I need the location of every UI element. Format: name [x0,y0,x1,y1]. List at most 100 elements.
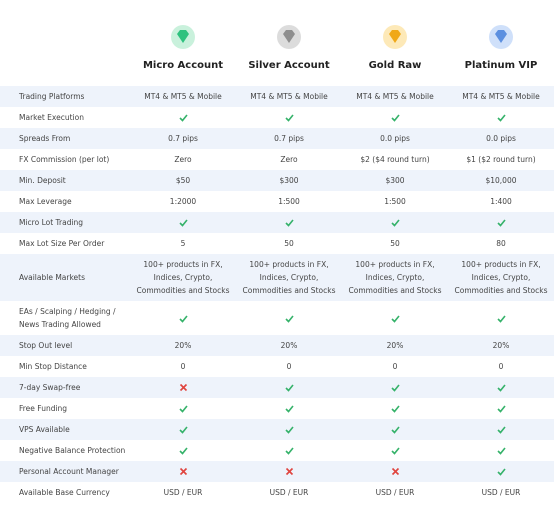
cell-text: 100+ products in FX, Indices, Crypto, Co… [136,260,230,295]
cell-text: MT4 & MT5 & Mobile [356,92,434,101]
check-icon [496,219,506,227]
header-column: Platinum VIP [448,0,554,86]
table-row: Spreads From 0.7 pips 0.7 pips 0.0 pips 0.0 … [0,128,554,149]
check-icon [390,219,400,227]
table-cell: MT4 & MT5 & Mobile [448,86,554,107]
row-label: Max Leverage [0,191,130,212]
table-cell [130,398,236,419]
table-cell [342,377,448,398]
table-row: Max Leverage 1:2000 1:500 1:500 1:400 [0,191,554,212]
table-cell: Zero [236,149,342,170]
cell-text: 0 [286,362,292,371]
table-cell: USD / EUR [236,482,342,503]
table-cell [236,301,342,335]
table-cell: Zero [130,149,236,170]
table-cell: 0.7 pips [130,128,236,149]
table-row: Personal Account Manager [0,461,554,482]
cell-text: $2 ($4 round turn) [360,155,430,164]
cell-text: 50 [284,239,294,248]
check-icon [496,405,506,413]
account-icon [171,25,195,49]
cell-text: Micro Lot Trading [19,218,84,227]
table-cell: MT4 & MT5 & Mobile [236,86,342,107]
check-icon [284,447,294,455]
cell-text: MT4 & MT5 & Mobile [462,92,540,101]
cross-icon [179,467,187,476]
account-icon [383,25,407,49]
cell-text: 0.7 pips [168,134,198,143]
cross-icon [391,467,399,476]
table-row: Min Stop Distance 0 0 0 0 [0,356,554,377]
account-icon [489,25,513,49]
cross-icon [179,383,187,392]
check-icon [496,468,506,476]
cell-text: Stop Out level [19,341,73,350]
row-label: Available Base Currency [0,482,130,503]
table-cell [342,440,448,461]
check-icon [178,426,188,434]
cell-text: Spreads From [19,134,71,143]
cell-text: FX Commission (per lot) [19,155,110,164]
table-cell [130,419,236,440]
table-cell: $300 [236,170,342,191]
cell-text: 7-day Swap-free [19,383,81,392]
cell-text: USD / EUR [163,488,203,497]
column-title: Micro Account [142,60,224,71]
table-cell: 100+ products in FX, Indices, Crypto, Co… [130,254,236,301]
cell-text: USD / EUR [481,488,521,497]
table-cell: 0 [130,356,236,377]
table-cell: $1 ($2 round turn) [448,149,554,170]
table-row: Min. Deposit $50 $300 $300 $10,000 [0,170,554,191]
cell-text: 80 [496,239,506,248]
table-cell [236,377,342,398]
cell-text: 1:2000 [169,197,197,206]
cell-text: Free Funding [19,404,68,413]
table-row: Micro Lot Trading [0,212,554,233]
table-row: Max Lot Size Per Order 5 50 50 80 [0,233,554,254]
cell-text: MT4 & MT5 & Mobile [250,92,328,101]
table-cell [342,461,448,482]
check-icon [178,405,188,413]
check-icon [284,219,294,227]
row-label: Market Execution [0,107,130,128]
row-label: Available Markets [0,254,130,301]
table-cell: 20% [342,335,448,356]
table-cell [236,419,342,440]
cell-text: 20% [174,341,192,350]
cell-text: 0.0 pips [380,134,410,143]
table-cell [448,377,554,398]
table-header: Micro Account Silver Account Gold Raw Pl… [0,0,554,86]
table-cell [448,419,554,440]
table-cell [130,461,236,482]
row-label: Free Funding [0,398,130,419]
table-row: EAs / Scalping / Hedging / News Trading … [0,301,554,335]
table-cell: 0 [448,356,554,377]
header-spacer [0,0,130,86]
cell-text: Max Leverage [19,197,72,206]
column-title: Silver Account [248,60,330,71]
cell-text: 0 [392,362,398,371]
table-row: VPS Available [0,419,554,440]
row-label: Stop Out level [0,335,130,356]
table-row: 7-day Swap-free [0,377,554,398]
table-cell [236,212,342,233]
check-icon [284,114,294,122]
row-label: Min Stop Distance [0,356,130,377]
table-cell: MT4 & MT5 & Mobile [342,86,448,107]
cross-icon [285,467,293,476]
table-cell [236,398,342,419]
table-cell: 100+ products in FX, Indices, Crypto, Co… [342,254,448,301]
cell-text: Zero [280,155,298,164]
table-cell: 5 [130,233,236,254]
table-cell: 20% [448,335,554,356]
cell-text: Zero [174,155,192,164]
table-cell [448,398,554,419]
cell-text: $1 ($2 round turn) [466,155,536,164]
cell-text: $300 [385,176,405,185]
check-icon [390,114,400,122]
table-cell [448,301,554,335]
table-cell [130,107,236,128]
check-icon [284,405,294,413]
table-cell: 1:500 [342,191,448,212]
